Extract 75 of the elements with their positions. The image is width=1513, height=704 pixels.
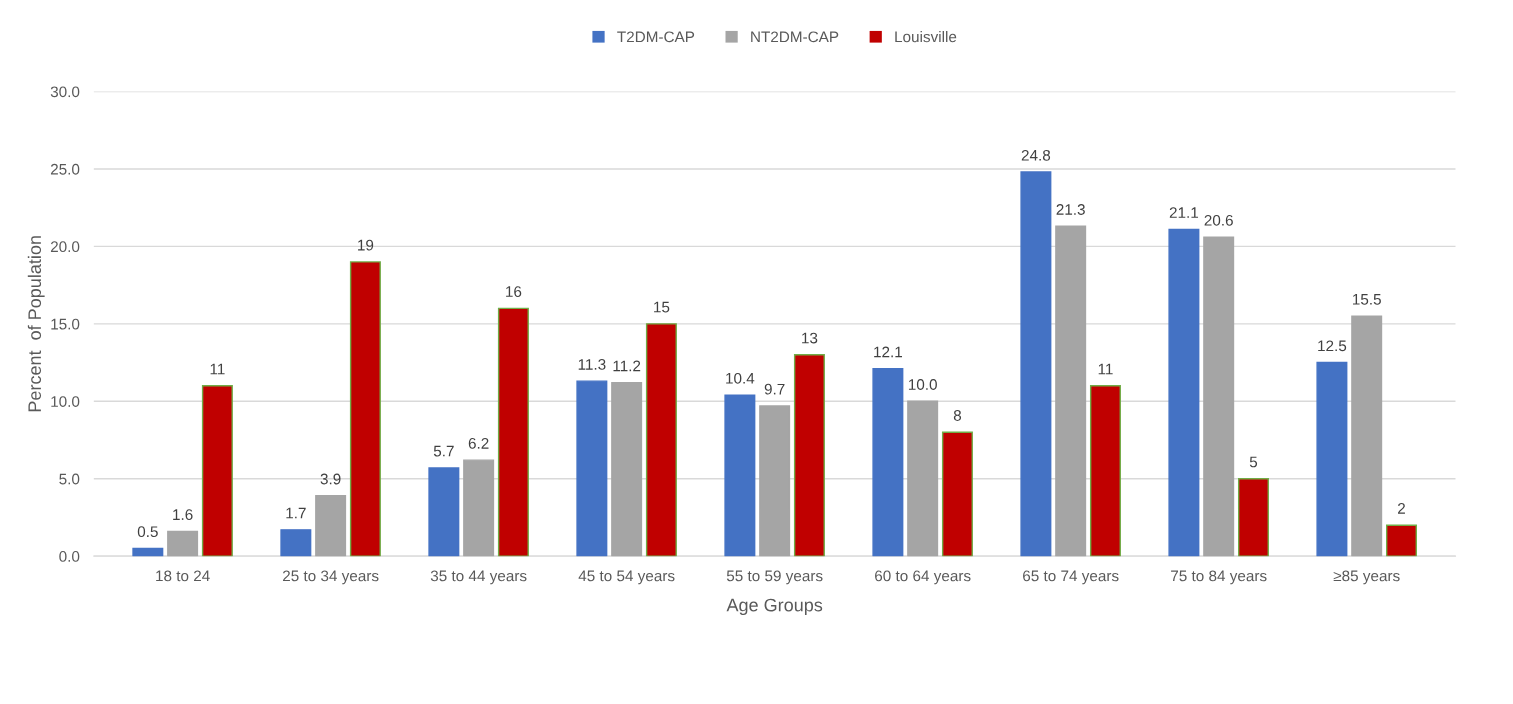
bar xyxy=(1020,171,1052,557)
legend-label: T2DM-CAP xyxy=(617,31,695,43)
y-tick-label: 10.0 xyxy=(51,396,80,407)
data-label: 11.2 xyxy=(613,360,641,372)
data-label: 24.8 xyxy=(1021,149,1051,161)
data-label: 3.9 xyxy=(320,473,341,485)
data-label: 10.0 xyxy=(908,379,937,390)
data-label: 21.1 xyxy=(1169,207,1199,218)
data-label: 1.6 xyxy=(173,509,193,521)
bar xyxy=(315,495,347,557)
data-label: 2 xyxy=(1398,503,1405,514)
bar xyxy=(1203,236,1235,557)
bar xyxy=(645,323,677,557)
x-tick-label: 55 to 59 years xyxy=(726,570,823,585)
data-label: 11 xyxy=(1098,363,1113,375)
data-label: 11 xyxy=(210,363,225,375)
bar xyxy=(793,354,825,557)
data-label: 11.3 xyxy=(578,358,606,370)
bar xyxy=(611,381,643,557)
bar xyxy=(724,394,756,557)
data-label: 10.4 xyxy=(726,372,755,384)
bar xyxy=(280,529,312,557)
x-axis-title: Age Groups xyxy=(726,598,823,616)
x-tick-label: 65 to 74 years xyxy=(1023,570,1119,585)
data-label: 0.5 xyxy=(137,526,158,538)
y-axis-title: Percent of Population xyxy=(27,236,45,412)
x-tick-label: 75 to 84 years xyxy=(1171,570,1267,585)
y-tick-label: 15.0 xyxy=(51,318,80,330)
data-label: 6.2 xyxy=(468,437,489,449)
bar xyxy=(872,368,904,557)
data-label: 20.6 xyxy=(1204,214,1233,226)
data-label: 9.7 xyxy=(764,383,785,395)
data-label: 21.3 xyxy=(1056,204,1085,215)
bar xyxy=(1089,385,1121,557)
bar xyxy=(167,530,199,557)
y-tick-label: 25.0 xyxy=(50,163,80,175)
y-tick-label: 5.0 xyxy=(59,473,80,485)
bar xyxy=(349,261,381,557)
bar xyxy=(428,467,460,557)
bar xyxy=(1168,228,1200,557)
x-tick-label: 35 to 44 years xyxy=(430,570,527,585)
x-tick-label: 60 to 64 years xyxy=(875,570,971,585)
x-tick-label: 45 to 54 years xyxy=(578,570,675,585)
legend-label: Louisville xyxy=(895,31,957,43)
data-label: 19 xyxy=(358,239,374,251)
x-tick-label: 18 to 24 xyxy=(156,570,210,582)
data-label: 1.7 xyxy=(286,507,306,519)
data-label: 16 xyxy=(506,286,522,297)
data-label: 15 xyxy=(654,301,670,313)
bar xyxy=(1351,315,1383,557)
bar xyxy=(1237,478,1269,557)
bar xyxy=(941,431,973,557)
bar xyxy=(1316,361,1348,557)
data-label: 8 xyxy=(953,410,962,421)
bar xyxy=(1055,225,1087,557)
bar xyxy=(1385,524,1417,557)
x-tick-label: 25 to 34 years xyxy=(282,570,379,585)
bar xyxy=(907,400,939,557)
bar xyxy=(576,380,608,557)
data-label: 5.7 xyxy=(433,445,454,457)
x-tick-label: ≥85 years xyxy=(1333,570,1400,585)
y-tick-label: 20.0 xyxy=(50,241,80,253)
data-label: 5 xyxy=(1249,456,1258,468)
y-tick-label: 30.0 xyxy=(50,86,80,98)
data-label: 15.5 xyxy=(1353,294,1381,305)
data-label: 12.5 xyxy=(1318,340,1347,352)
bar xyxy=(497,307,529,557)
bar xyxy=(463,459,495,557)
legend-label: NT2DM-CAP xyxy=(751,31,839,43)
bar xyxy=(201,385,233,557)
y-tick-label: 0.0 xyxy=(59,551,80,562)
data-label: 12.1 xyxy=(874,346,903,358)
bar xyxy=(759,405,791,557)
data-label: 13 xyxy=(802,332,818,344)
bar xyxy=(132,547,164,557)
